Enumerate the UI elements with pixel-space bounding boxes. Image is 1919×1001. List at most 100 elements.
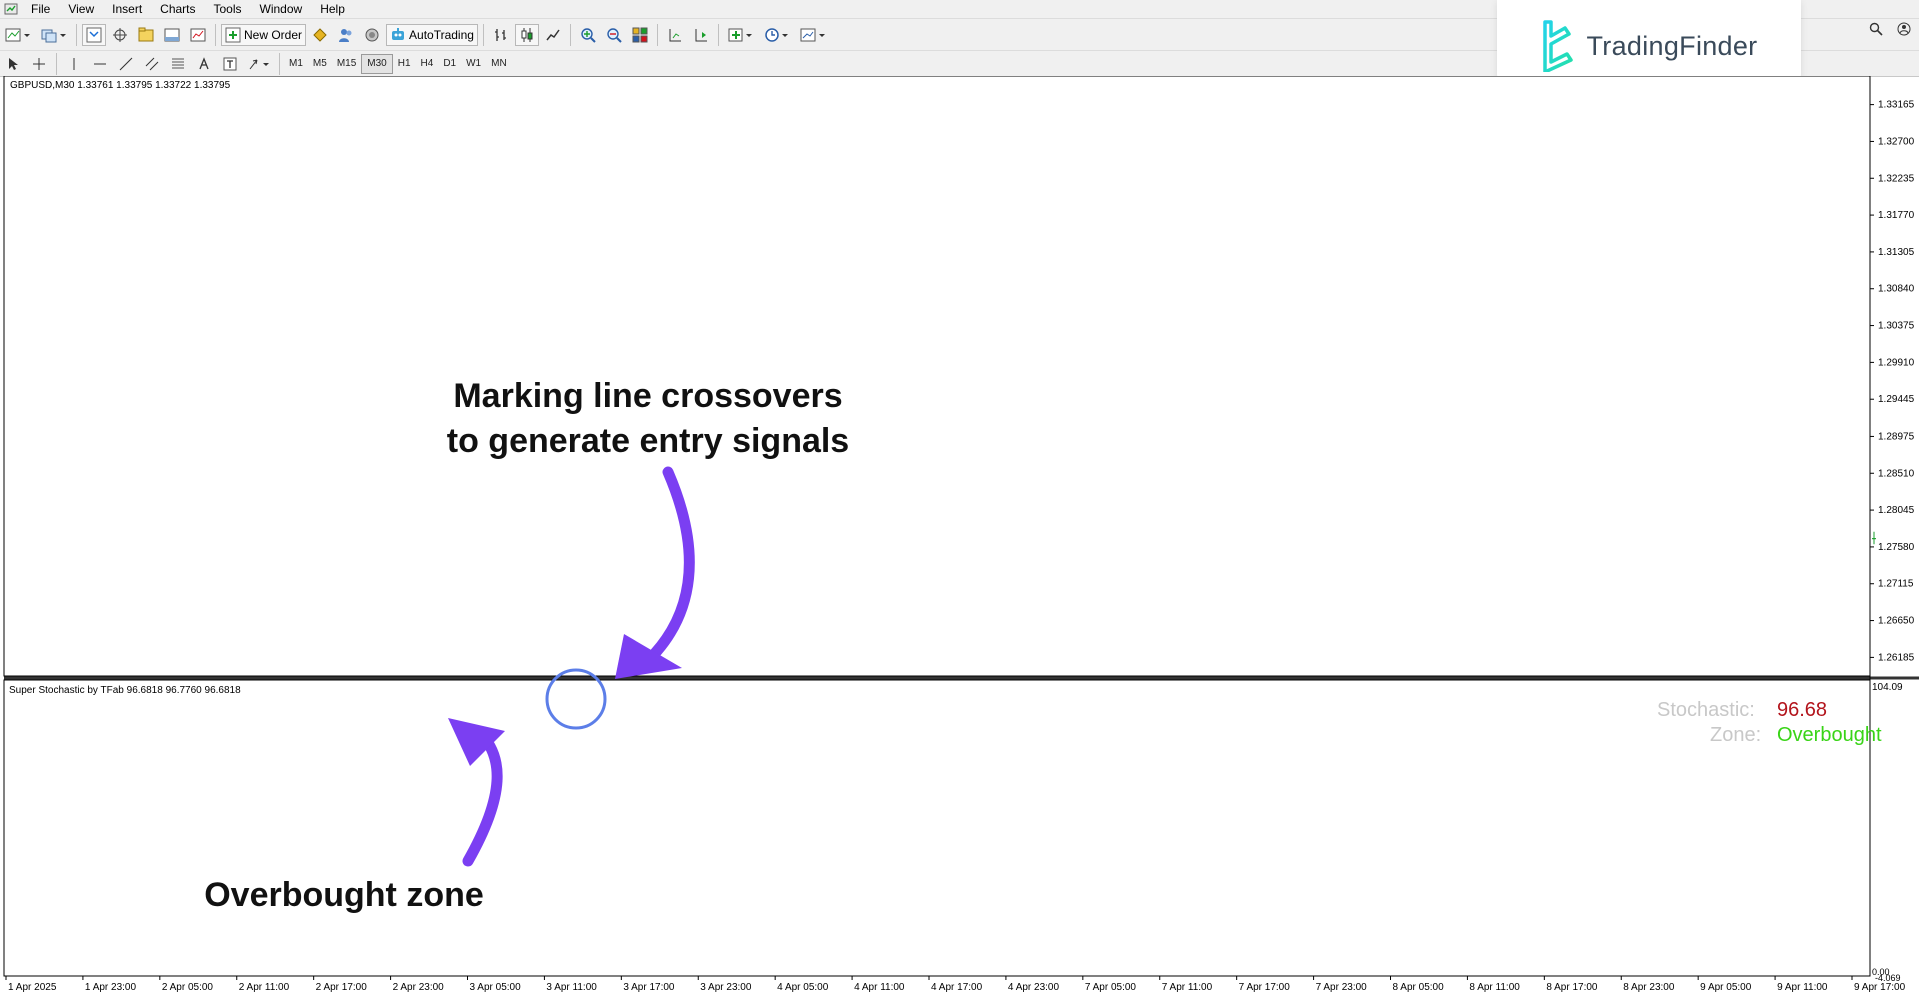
menu-file[interactable]: File [31,2,51,16]
new-order-button[interactable]: New Order [221,24,307,46]
new-chart-button[interactable] [1,24,35,46]
level-bottom-label: 0.00 [1872,967,1890,977]
time-tick-label: 7 Apr 23:00 [1316,982,1368,993]
trendline-button[interactable] [114,53,138,75]
vertical-line-button[interactable] [62,53,86,75]
terminal-icon [164,28,180,42]
strategy-tester-button[interactable] [186,24,210,46]
chart-window[interactable]: 1.33165 1.32700 1.32235 1.31770 1.31305 1.308… [0,75,1919,996]
line-chart-button[interactable] [541,24,565,46]
periods-button[interactable] [760,24,794,46]
price-tick-label: 1.28510 [1878,468,1915,479]
time-tick-label: 9 Apr 17:00 [1854,982,1906,993]
toolbar-separator [717,24,719,46]
horizontal-line-button[interactable] [88,53,112,75]
time-tick-label: 8 Apr 17:00 [1546,982,1598,993]
channel-button[interactable] [140,53,164,75]
timeframe-m15[interactable]: M15 [336,58,357,69]
search-icon[interactable] [1869,22,1883,39]
arrows-icon [249,59,269,69]
timeframe-m5[interactable]: M5 [312,58,327,69]
arrows-button[interactable] [244,53,274,75]
bull-candle [1872,538,1876,540]
timeframe-m30[interactable]: M30 [361,53,393,74]
cursor-button[interactable] [1,53,25,75]
menu-charts[interactable]: Charts [160,2,196,16]
timeframe-w1[interactable]: W1 [466,58,482,69]
app-menu-icon[interactable] [0,3,22,15]
community-icon[interactable] [1897,22,1911,39]
time-tick-label: 7 Apr 05:00 [1085,982,1137,993]
chart-canvas[interactable]: 1.33165 1.32700 1.32235 1.31770 1.31305 1.308… [0,75,1919,996]
timeframe-mn[interactable]: MN [491,58,507,69]
signals-button[interactable] [334,24,358,46]
navigator-button[interactable] [134,24,158,46]
time-tick-label: 2 Apr 11:00 [239,982,290,993]
auto-trading-button[interactable]: AutoTrading [386,24,478,46]
price-tick-label: 1.30375 [1878,321,1915,332]
price-tick-label: 1.33165 [1878,100,1915,111]
zone-label: Zone: [1710,724,1761,746]
crossover-annotation-line2: to generate entry signals [447,422,849,460]
data-window-button[interactable] [108,24,132,46]
people-icon [339,29,352,42]
timeframe-m1[interactable]: M1 [289,58,303,69]
text-label-icon [223,57,237,70]
new-chart-icon [5,28,30,42]
price-tick-label: 1.29445 [1878,394,1915,405]
navigator-icon [138,27,154,42]
tile-windows-button[interactable] [628,24,652,46]
market-button[interactable] [360,24,384,46]
tradingfinder-logo-text: TradingFinder [1586,30,1758,61]
options-button[interactable] [308,24,332,46]
time-tick-label: 4 Apr 11:00 [854,982,905,993]
zoom-in-button[interactable] [576,24,600,46]
fibonacci-icon [172,58,184,68]
menu-tools[interactable]: Tools [213,2,242,16]
time-tick-label: 8 Apr 23:00 [1623,982,1675,993]
clock-icon [765,28,788,42]
indicators-button[interactable] [724,24,758,46]
time-tick-label: 3 Apr 17:00 [623,982,675,993]
bar-chart-button[interactable] [489,24,513,46]
autoscroll-button[interactable] [689,24,713,46]
chart-shift-button[interactable] [663,24,687,46]
toolbar-separator [482,24,484,46]
zone-value: Overbought [1777,724,1882,746]
text-icon [199,56,209,69]
indicators-icon [728,28,752,42]
fibonacci-button[interactable] [166,53,190,75]
line-chart-icon [546,29,560,41]
timeframe-h1[interactable]: H1 [397,58,411,69]
tile-windows-icon [632,27,648,43]
horizontal-line-icon [94,63,106,64]
chart-title: GBPUSD,M30 1.33761 1.33795 1.33722 1.337… [10,80,231,91]
menu-window[interactable]: Window [259,2,303,16]
time-tick-label: 1 Apr 23:00 [85,982,137,993]
gold-diamond-icon [313,28,327,42]
chart-shift-icon [669,29,681,42]
profiles-button[interactable] [37,24,71,46]
templates-button[interactable] [796,24,830,46]
price-tick-label: 1.26185 [1878,652,1915,663]
crosshair-icon [113,28,127,42]
crosshair-button[interactable] [27,53,51,75]
timeframe-h4[interactable]: H4 [420,58,434,69]
time-tick-label: 4 Apr 05:00 [777,982,829,993]
new-order-icon [225,27,241,43]
text-label-button[interactable] [218,53,242,75]
candlestick-button[interactable] [514,24,539,46]
level-top-label: 104.09 [1872,682,1903,693]
time-tick-label: 2 Apr 17:00 [316,982,368,993]
templates-icon [800,28,825,42]
zoom-out-button[interactable] [602,24,626,46]
menu-insert[interactable]: Insert [112,2,143,16]
market-watch-button[interactable] [82,24,106,46]
timeframe-d1[interactable]: D1 [443,58,457,69]
overbought-annotation: Overbought zone [204,876,484,914]
menu-view[interactable]: View [68,2,95,16]
menu-help[interactable]: Help [320,2,345,16]
price-tick-label: 1.28045 [1878,505,1915,516]
text-button[interactable] [192,53,216,75]
terminal-button[interactable] [160,24,184,46]
